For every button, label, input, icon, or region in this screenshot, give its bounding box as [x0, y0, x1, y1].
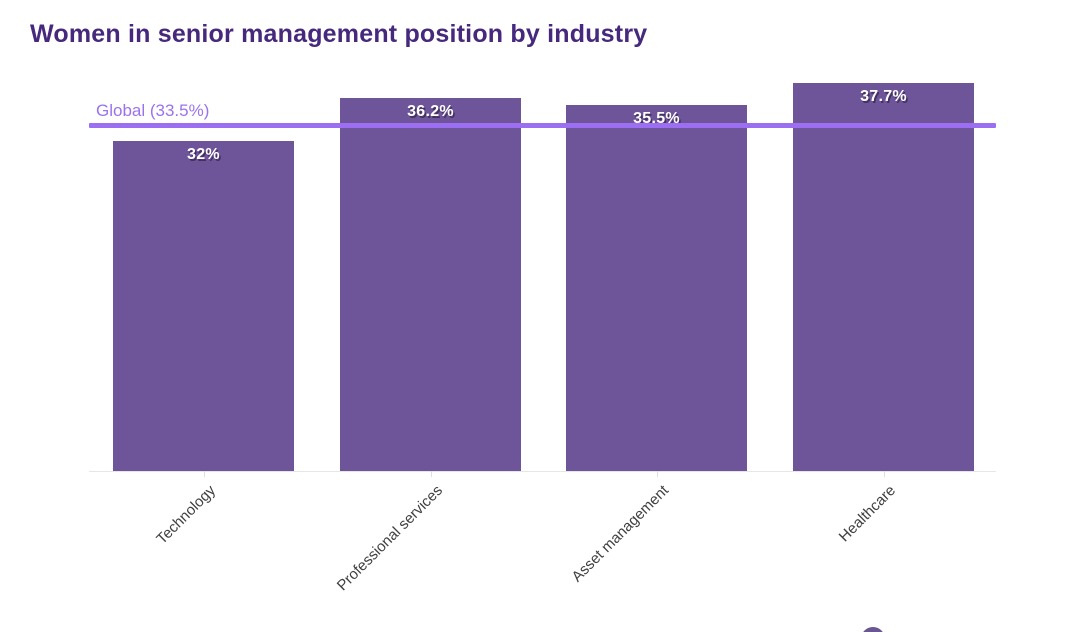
bar-value-label: 37.7%	[860, 88, 907, 105]
bar-healthcare[interactable]: 37.7%	[793, 83, 974, 471]
global-reference-line	[89, 123, 996, 128]
bar-technology[interactable]: 32%	[113, 141, 294, 471]
bar-professional-services[interactable]: 36.2%	[340, 98, 521, 471]
x-axis-tick	[204, 471, 205, 477]
x-axis-label-professional-services: Professional services	[333, 482, 447, 595]
x-axis-label-healthcare: Healthcare	[835, 482, 900, 546]
brand-circle-logo[interactable]	[861, 627, 885, 632]
bar-asset-management[interactable]: 35.5%	[566, 105, 747, 471]
x-axis-tick	[431, 471, 432, 477]
chart-title: Women in senior management position by i…	[30, 20, 648, 48]
x-axis-label-technology: Technology	[153, 482, 220, 548]
x-axis-line	[89, 471, 996, 472]
bar-value-label: 32%	[187, 146, 220, 163]
global-reference-label: Global (33.5%)	[96, 101, 210, 120]
bar-value-label: 36.2%	[407, 103, 454, 120]
bar-value-label: 35.5%	[633, 110, 680, 127]
x-axis-tick	[657, 471, 658, 477]
x-axis-label-asset-management: Asset management	[568, 482, 673, 586]
x-axis-tick	[884, 471, 885, 477]
